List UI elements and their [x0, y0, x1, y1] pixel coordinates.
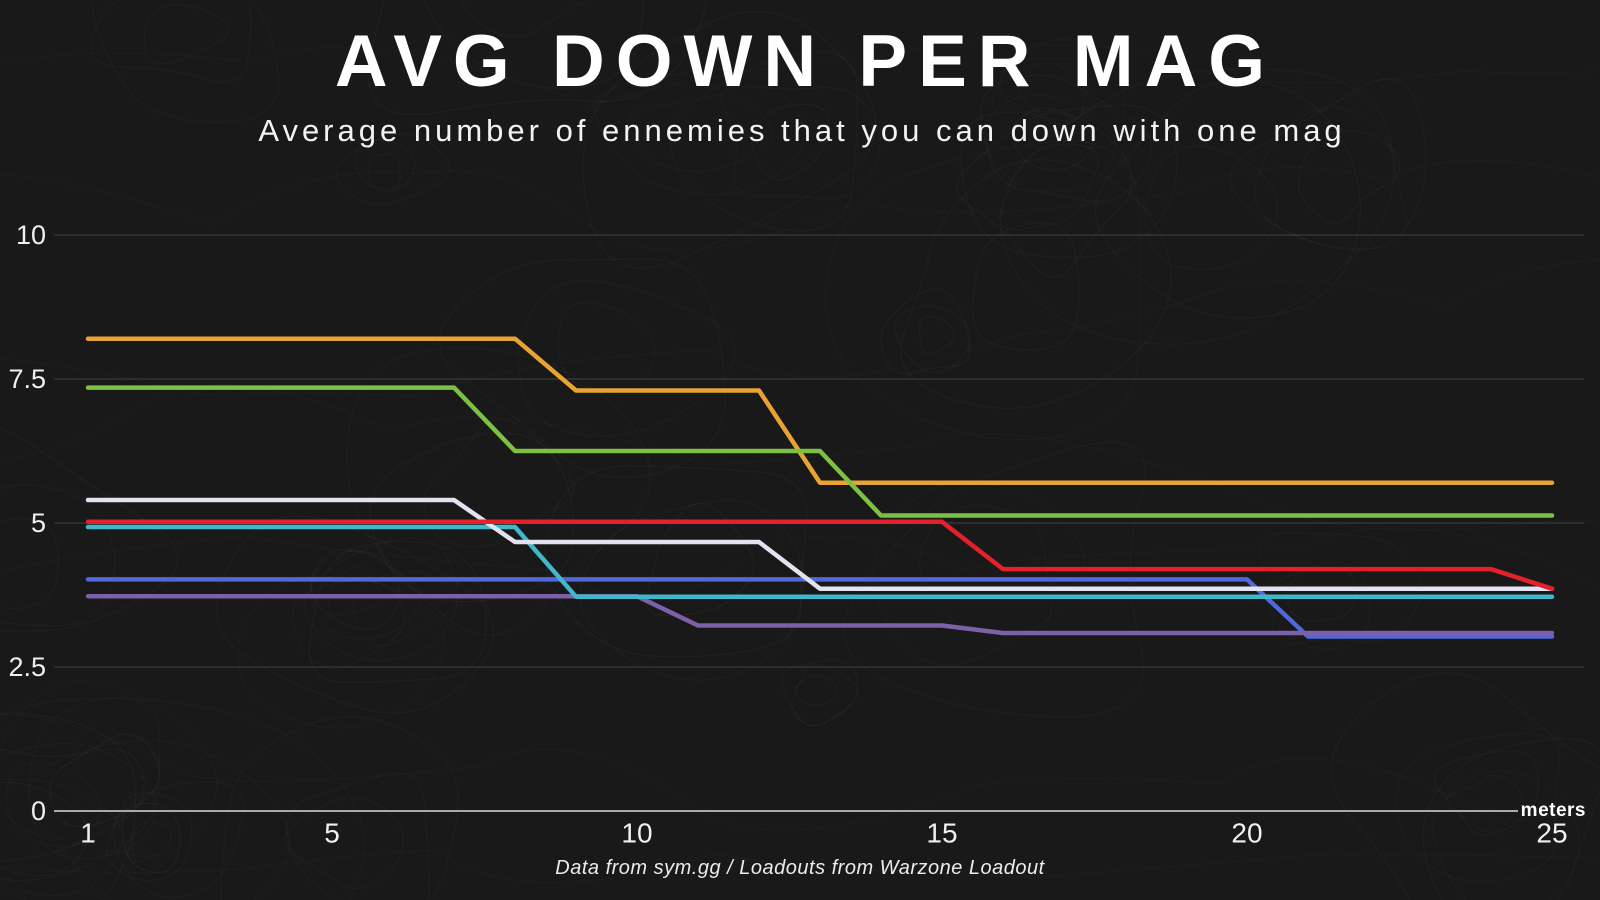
x-axis-unit-label: meters [1520, 800, 1586, 821]
source-caption: Data from sym.gg / Loadouts from Warzone… [555, 857, 1045, 879]
x-tick-label: 20 [1231, 818, 1262, 849]
series-layer [85, 336, 1555, 639]
y-tick-label: 10 [16, 220, 46, 250]
x-tick-label: 10 [621, 818, 652, 849]
series-line-red [85, 519, 1555, 591]
y-tick-label: 7.5 [8, 364, 46, 394]
series-line-green [85, 385, 1555, 518]
series-line-blue [85, 577, 1555, 639]
series-line-purple [85, 593, 1555, 636]
series-line-orange [85, 336, 1555, 485]
chart-subtitle: Average number of ennemies that you can … [258, 112, 1346, 148]
x-tick-label: 5 [324, 818, 340, 849]
chart-header: AVG DOWN PER MAG Average number of ennem… [0, 21, 1600, 149]
x-tick-label: 1 [80, 818, 96, 849]
x-tick-label: 25 [1536, 818, 1567, 849]
x-tick-label: 15 [926, 818, 957, 849]
y-tick-label: 0 [31, 796, 46, 826]
series-line-cyan [85, 524, 1555, 599]
series-line-lavender [85, 497, 1555, 591]
chart-title: AVG DOWN PER MAG [334, 21, 1277, 102]
y-tick-label: 2.5 [8, 652, 46, 682]
y-tick-label: 5 [31, 508, 46, 538]
